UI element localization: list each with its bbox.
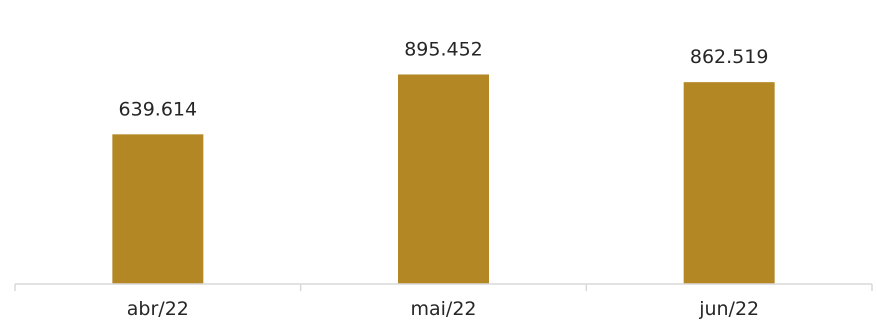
- x-tick-label: mai/22: [410, 298, 476, 320]
- x-axis: [14, 283, 873, 291]
- bar-abr-22: [112, 134, 204, 284]
- data-labels-group: 639.614 895.452 862.519: [119, 38, 769, 120]
- data-label: 895.452: [404, 38, 483, 60]
- bar-jun-22: [683, 82, 775, 284]
- bars-group: [112, 74, 775, 284]
- x-tick-label: jun/22: [698, 298, 759, 320]
- bar-mai-22: [398, 74, 489, 284]
- data-label: 862.519: [690, 46, 769, 68]
- x-tick-label: abr/22: [127, 298, 189, 320]
- data-label: 639.614: [119, 98, 198, 120]
- x-tick-labels-group: abr/22 mai/22 jun/22: [127, 298, 759, 320]
